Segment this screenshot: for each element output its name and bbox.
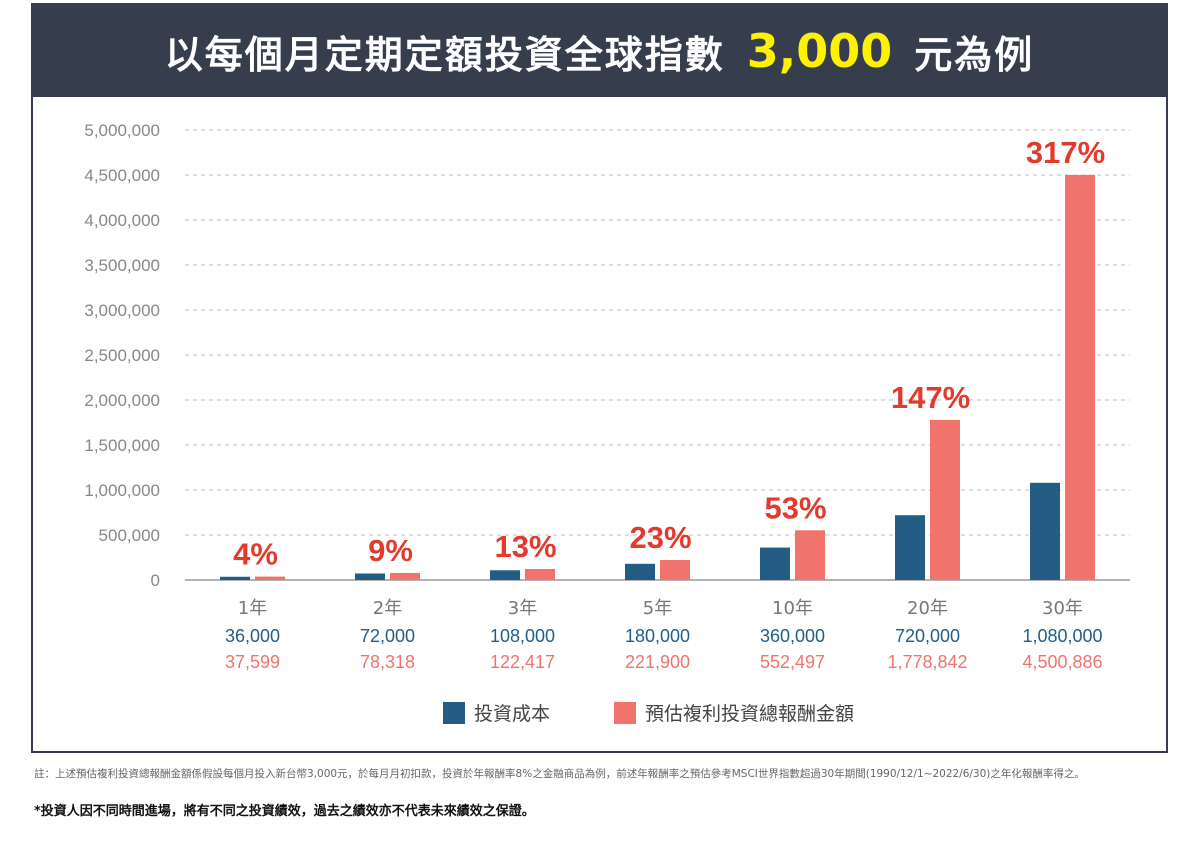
bar-cost (220, 576, 250, 580)
title-prefix: 以每個月定期定額投資全球指數 (164, 32, 725, 77)
y-tick-label: 2,000,000 (84, 391, 160, 410)
pct-label: 53% (764, 490, 826, 525)
bar-cost (1030, 482, 1060, 580)
cost-value-label: 720,000 (895, 626, 960, 646)
legend-label-cost: 投資成本 (474, 703, 550, 725)
legend-swatch-cost (443, 702, 465, 724)
title-suffix: 元為例 (914, 32, 1035, 77)
y-tick-label: 0 (151, 571, 160, 590)
return-value-label: 122,417 (490, 652, 555, 672)
y-tick-label: 4,500,000 (84, 166, 160, 185)
bar-return (660, 560, 690, 580)
x-tick-label: 5年 (643, 598, 672, 619)
bar-return (390, 572, 420, 580)
return-value-label: 37,599 (225, 652, 280, 672)
legend-swatch-return (614, 702, 636, 724)
pct-label: 13% (494, 529, 556, 564)
pct-label: 147% (891, 380, 970, 415)
y-tick-label: 2,500,000 (84, 346, 160, 365)
bar-return (795, 530, 825, 580)
x-tick-label: 20年 (907, 598, 948, 619)
cost-value-label: 1,080,000 (1022, 626, 1102, 646)
return-value-label: 221,900 (625, 652, 690, 672)
legend-label-return: 預估複利投資總報酬金額 (645, 703, 854, 725)
x-tick-label: 10年 (772, 598, 813, 619)
x-tick-label: 30年 (1042, 598, 1083, 619)
cost-value-label: 108,000 (490, 626, 555, 646)
y-tick-label: 3,000,000 (84, 301, 160, 320)
bar-return (525, 568, 555, 580)
title-banner: 以每個月定期定額投資全球指數 3,000 元為例 (33, 5, 1166, 97)
chart-frame: 以每個月定期定額投資全球指數 3,000 元為例 (31, 3, 1168, 753)
bar-cost (490, 570, 520, 580)
y-tick-label: 4,000,000 (84, 211, 160, 230)
return-value-label: 552,497 (760, 652, 825, 672)
bar-return (930, 419, 960, 580)
return-value-label: 4,500,886 (1022, 652, 1102, 672)
disclaimer: *投資人因不同時間進場，將有不同之投資績效，過去之績效亦不代表未來績效之保證。 (34, 804, 535, 819)
y-tick-label: 1,000,000 (84, 481, 160, 500)
y-tick-label: 500,000 (99, 526, 160, 545)
pct-label: 317% (1026, 135, 1105, 170)
footnote: 註：上述預估複利投資總報酬金額係假設每個月投入新台幣3,000元，於每月月初扣款… (34, 768, 1085, 780)
cost-value-label: 36,000 (225, 626, 280, 646)
bar-return (255, 576, 285, 580)
bar-cost (895, 515, 925, 580)
x-tick-label: 1年 (238, 598, 267, 619)
pct-label: 9% (368, 533, 413, 568)
pct-label: 4% (233, 537, 278, 572)
bar-cost (625, 563, 655, 580)
bar-chart: 0 500,000 1,000,000 1,500,000 2,000,000 2,500… (84, 121, 1130, 725)
y-tick-label: 5,000,000 (84, 121, 160, 140)
pct-label: 23% (629, 520, 691, 555)
return-value-label: 78,318 (360, 652, 415, 672)
x-tick-label: 2年 (373, 598, 402, 619)
cost-value-label: 180,000 (625, 626, 690, 646)
bar-cost (760, 547, 790, 580)
bar-return (1065, 174, 1095, 580)
cost-value-label: 360,000 (760, 626, 825, 646)
title-amount: 3,000 (746, 24, 893, 78)
y-tick-label: 3,500,000 (84, 256, 160, 275)
x-tick-label: 3年 (508, 598, 537, 619)
y-tick-label: 1,500,000 (84, 436, 160, 455)
return-value-label: 1,778,842 (887, 652, 967, 672)
bar-cost (355, 573, 385, 580)
cost-value-label: 72,000 (360, 626, 415, 646)
